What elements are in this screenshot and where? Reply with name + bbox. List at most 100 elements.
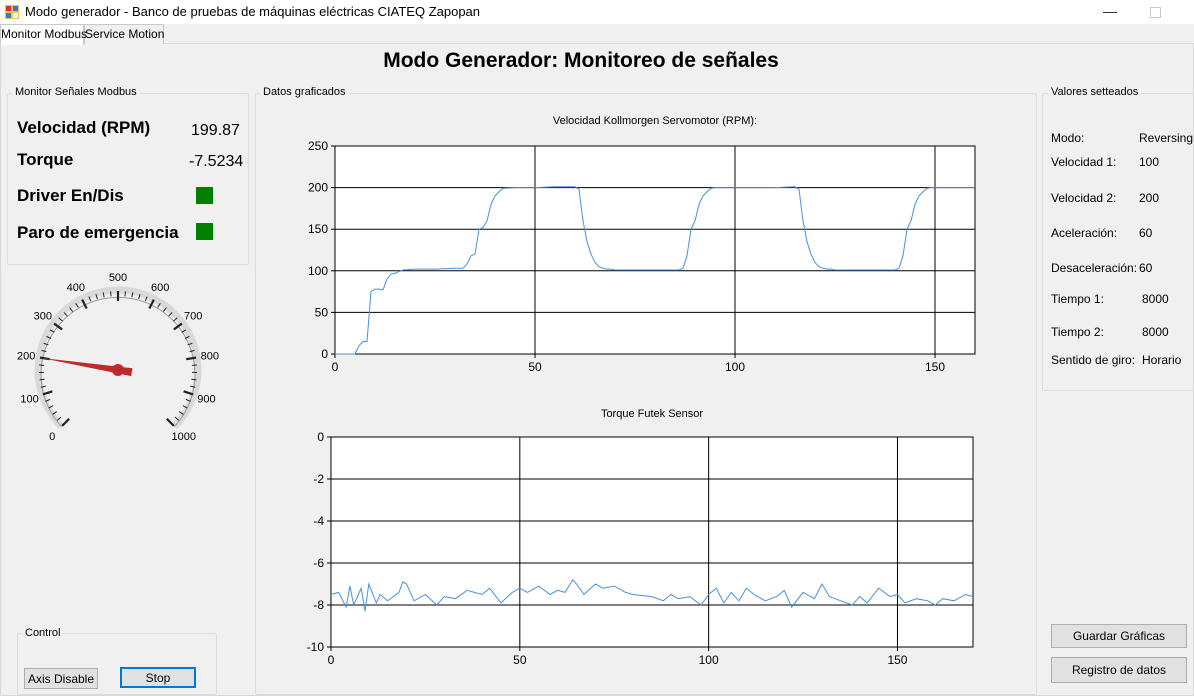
- gauge-tick: [39, 378, 45, 381]
- gauge-tick: [148, 299, 155, 310]
- datos-group-label: Datos graficados: [260, 86, 349, 98]
- window-title: Modo generador - Banco de pruebas de máq…: [25, 4, 481, 19]
- gauge-tick: [190, 385, 196, 388]
- y-tick-label: 100: [308, 264, 328, 278]
- valores-row-value: 100: [1139, 155, 1160, 169]
- gauge-tick-label: 300: [34, 310, 52, 322]
- gauge-tick: [138, 293, 141, 300]
- x-tick-label: 50: [528, 360, 542, 374]
- gauge-tick: [157, 303, 161, 308]
- gauge-tick-label: 200: [17, 350, 35, 362]
- driver-label: Driver En/Dis: [17, 186, 124, 205]
- x-tick-label: 0: [332, 360, 339, 374]
- y-tick-label: 0: [317, 430, 324, 444]
- gauge-tick: [173, 317, 178, 322]
- gauge-tick: [56, 416, 62, 421]
- gauge-tick: [181, 329, 187, 333]
- stop-button[interactable]: Stop: [120, 667, 196, 688]
- gauge-hub: [112, 364, 124, 376]
- gauge-tick: [88, 296, 92, 302]
- gauge-tick: [185, 398, 191, 402]
- gauge-tick: [43, 342, 49, 346]
- series-line: [335, 186, 975, 355]
- gauge-tick: [166, 418, 175, 427]
- guardar-graficas-button[interactable]: Guardar Gráficas: [1051, 624, 1187, 648]
- gauge-tick-label: 100: [20, 394, 38, 406]
- y-tick-label: 150: [308, 222, 328, 236]
- valores-row-value: 200: [1139, 191, 1160, 205]
- gauge-needle: [40, 357, 133, 377]
- paro-status-led: [196, 223, 213, 240]
- axis-disable-button[interactable]: Axis Disable: [24, 668, 98, 689]
- maximize-button[interactable]: [1143, 2, 1167, 22]
- valores-row-label: Sentido de giro:: [1051, 353, 1136, 367]
- tab-monitor-modbus[interactable]: Monitor Modbus: [0, 24, 87, 45]
- gauge-tick: [184, 335, 190, 339]
- velocidad-value: 199.87: [191, 122, 240, 139]
- gauge-tick: [187, 342, 193, 346]
- gauge-tick: [81, 299, 88, 310]
- valores-row-value: 60: [1139, 226, 1153, 240]
- valores-row-label: Tiempo 2:: [1051, 325, 1104, 339]
- speed-gauge: 0 100 200 300 400 500 600 700 800 900 1000: [17, 272, 219, 443]
- gauge-tick: [75, 303, 79, 308]
- gauge-tick: [42, 390, 53, 396]
- y-tick-label: 0: [321, 347, 328, 361]
- gauge-tick-label: 900: [197, 394, 215, 406]
- x-tick-label: 150: [887, 653, 907, 667]
- gauge-tick: [53, 322, 63, 331]
- gauge-tick: [49, 329, 55, 333]
- gauge-tick-label: 700: [184, 310, 202, 322]
- gauge-tick: [178, 411, 184, 415]
- valores-row-value: Reversing: [1139, 131, 1194, 145]
- x-tick-label: 100: [699, 653, 719, 667]
- gauge-tick: [40, 385, 46, 388]
- minimize-button[interactable]: —: [1103, 3, 1117, 19]
- gauge-tick-label: 400: [67, 282, 85, 294]
- gauge-tick: [58, 317, 63, 322]
- valores-row-label: Aceleración:: [1051, 226, 1118, 240]
- gauge-tick: [48, 405, 54, 409]
- gauge-tick: [162, 307, 167, 312]
- paro-label: Paro de emergencia: [17, 223, 179, 242]
- y-tick-label: -10: [307, 640, 325, 654]
- valores-row-label: Velocidad 1:: [1051, 155, 1117, 169]
- gauge-tick: [102, 292, 105, 298]
- valores-row-value: 8000: [1142, 325, 1169, 339]
- chart-title: Velocidad Kollmorgen Servomotor (RPM):: [553, 115, 757, 127]
- gauge-tick: [189, 349, 195, 353]
- app-icon: [5, 5, 19, 19]
- y-tick-label: -8: [313, 598, 324, 612]
- gauge-tick: [41, 349, 47, 353]
- x-tick-label: 0: [328, 653, 335, 667]
- gauge-tick: [46, 335, 52, 339]
- plot-area: [334, 145, 976, 355]
- gauge-tick-label: 600: [151, 282, 169, 294]
- gauge-tick: [69, 307, 74, 312]
- gauge-tick: [95, 293, 98, 300]
- gauge-tick-label: 500: [109, 272, 127, 284]
- gauge-tick: [63, 312, 68, 317]
- torque-value: -7.5234: [189, 153, 244, 170]
- plot-area: [330, 436, 974, 648]
- driver-status-led: [196, 187, 213, 204]
- gauge-arc: [34, 286, 202, 430]
- valores-group-label: Valores setteados: [1048, 86, 1142, 98]
- chart-title: Torque Futek Sensor: [601, 408, 703, 420]
- tab-strip: Monitor Modbus Service Motion: [0, 24, 1194, 45]
- gauge-tick: [191, 378, 197, 381]
- x-tick-label: 100: [725, 360, 745, 374]
- registro-datos-button[interactable]: Registro de datos: [1051, 657, 1187, 683]
- maximize-icon: [1149, 7, 1161, 18]
- monitor-group-label: Monitor Señales Modbus: [12, 86, 140, 98]
- datos-group: [255, 93, 1037, 695]
- gauge-tick: [144, 296, 148, 302]
- y-tick-label: 50: [315, 305, 329, 319]
- y-tick-label: 250: [308, 139, 328, 153]
- gauge-tick-label: 0: [49, 431, 55, 443]
- gauge-tick: [52, 411, 58, 415]
- valores-row-value: 60: [1139, 261, 1153, 275]
- tab-service-motion[interactable]: Service Motion: [84, 24, 164, 44]
- torque-label: Torque: [17, 150, 74, 169]
- gauge-tick: [61, 418, 70, 427]
